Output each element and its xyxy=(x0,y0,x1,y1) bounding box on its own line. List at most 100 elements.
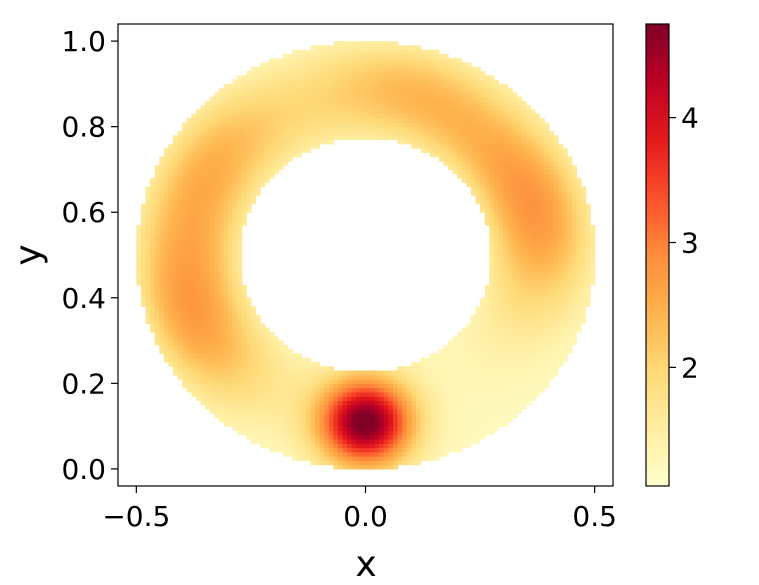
heatmap-cell xyxy=(269,109,275,115)
heatmap-cell xyxy=(186,383,192,389)
heatmap-cell xyxy=(498,92,504,98)
heatmap-cell xyxy=(521,332,527,337)
heatmap-cell xyxy=(484,220,490,226)
heatmap-cell xyxy=(260,336,266,342)
heatmap-cell xyxy=(287,53,293,59)
heatmap-cell xyxy=(177,203,183,209)
heatmap-cell xyxy=(241,88,247,94)
heatmap-cell xyxy=(530,263,536,269)
heatmap-cell xyxy=(305,139,312,145)
heatmap-cell xyxy=(516,173,522,179)
heatmap-cell xyxy=(324,413,330,419)
heatmap-cell xyxy=(484,383,490,389)
heatmap-cell xyxy=(480,156,486,162)
heatmap-cell xyxy=(273,96,280,102)
heatmap-cell xyxy=(512,344,518,350)
heatmap-cell xyxy=(347,409,353,414)
heatmap-cell xyxy=(182,135,188,141)
heatmap-cell xyxy=(287,105,293,111)
heatmap-cell xyxy=(237,148,243,153)
heatmap-cell xyxy=(241,336,247,342)
heatmap-cell xyxy=(507,113,513,119)
heatmap-cell xyxy=(365,66,371,72)
heatmap-cell xyxy=(448,430,454,436)
heatmap-cell xyxy=(521,169,527,175)
heatmap-cell xyxy=(443,426,449,431)
heatmap-cell xyxy=(223,126,229,132)
heatmap-cell xyxy=(228,233,234,239)
heatmap-cell xyxy=(521,199,527,205)
heatmap-cell xyxy=(159,216,165,222)
heatmap-cell xyxy=(475,182,481,188)
heatmap-cell xyxy=(383,383,390,389)
heatmap-cell xyxy=(503,186,509,192)
heatmap-cell xyxy=(191,182,197,188)
heatmap-cell xyxy=(287,143,293,149)
heatmap-cell xyxy=(434,409,440,414)
heatmap-cell xyxy=(393,426,399,431)
heatmap-cell xyxy=(448,139,454,145)
heatmap-cell xyxy=(333,464,339,470)
heatmap-cell xyxy=(489,426,495,431)
heatmap-cell xyxy=(448,113,454,119)
heatmap-cell xyxy=(388,58,394,64)
heatmap-cell xyxy=(516,259,522,265)
heatmap-cell xyxy=(186,152,192,158)
heatmap-cell xyxy=(168,190,174,196)
heatmap-cell xyxy=(411,361,417,367)
heatmap-cell xyxy=(480,75,486,81)
heatmap-cell xyxy=(480,105,486,111)
heatmap-cell xyxy=(507,387,513,393)
heatmap-cell xyxy=(484,421,490,427)
heatmap-cell xyxy=(324,75,330,81)
heatmap-cell xyxy=(388,451,394,457)
heatmap-cell xyxy=(448,152,454,158)
heatmap-cell xyxy=(328,417,335,423)
heatmap-cell xyxy=(186,344,192,350)
heatmap-cell xyxy=(324,113,330,119)
heatmap-cell xyxy=(223,255,229,260)
heatmap-cell xyxy=(512,122,518,128)
heatmap-cell xyxy=(195,203,202,209)
heatmap-cell xyxy=(264,173,270,179)
heatmap-cell xyxy=(145,267,151,273)
heatmap-cell xyxy=(255,323,261,329)
heatmap-cell xyxy=(228,417,234,423)
heatmap-cell xyxy=(278,370,284,376)
heatmap-cell xyxy=(264,374,270,380)
heatmap-cell xyxy=(186,122,192,128)
heatmap-cell xyxy=(365,96,371,102)
heatmap-cell xyxy=(177,361,183,367)
heatmap-cell xyxy=(273,340,280,346)
heatmap-cell xyxy=(168,199,174,205)
heatmap-cell xyxy=(223,417,229,423)
heatmap-cell xyxy=(154,319,160,325)
heatmap-cell xyxy=(260,109,266,115)
heatmap-cell xyxy=(310,143,316,149)
heatmap-cell xyxy=(415,118,422,123)
heatmap-cell xyxy=(512,246,518,252)
heatmap-cell xyxy=(241,379,247,384)
heatmap-cell xyxy=(402,62,408,68)
heatmap-cell xyxy=(438,438,445,444)
heatmap-cell xyxy=(246,387,252,393)
heatmap-cell xyxy=(457,400,463,406)
heatmap-cell xyxy=(264,152,270,158)
heatmap-cell xyxy=(255,336,261,342)
heatmap-cell xyxy=(200,216,206,222)
heatmap-cell xyxy=(420,409,426,414)
heatmap-cell xyxy=(232,178,238,183)
heatmap-cell xyxy=(200,370,206,376)
heatmap-cell xyxy=(328,387,335,393)
heatmap-cell xyxy=(525,165,532,171)
heatmap-cell xyxy=(209,383,215,389)
heatmap-cell xyxy=(489,178,495,183)
heatmap-cell xyxy=(177,276,183,282)
heatmap-cell xyxy=(145,237,151,243)
heatmap-cell xyxy=(498,302,504,307)
heatmap-cell xyxy=(470,387,477,393)
heatmap-cell xyxy=(218,182,225,188)
heatmap-cell xyxy=(136,259,142,265)
heatmap-cell xyxy=(292,143,298,149)
heatmap-cell xyxy=(315,451,321,457)
